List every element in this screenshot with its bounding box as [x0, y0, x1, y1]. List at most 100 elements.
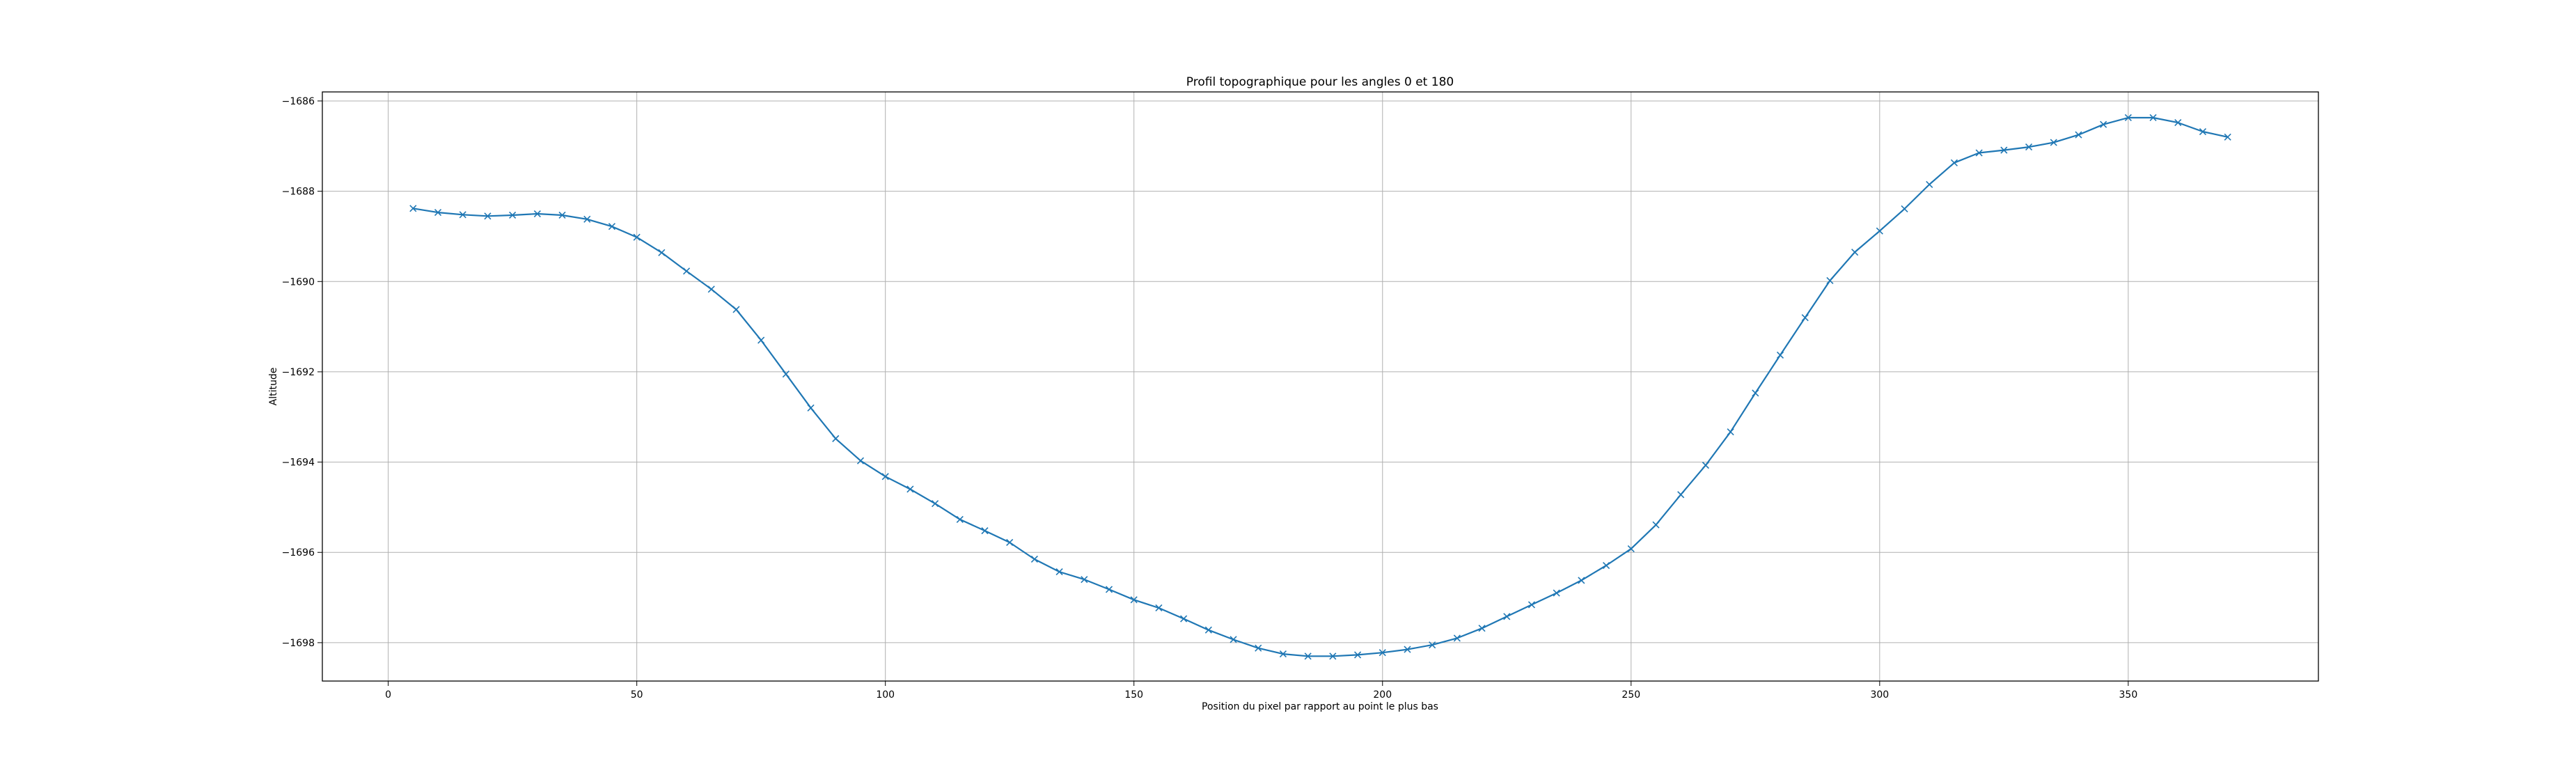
data-point-marker [409, 205, 417, 212]
data-point-marker [732, 306, 740, 313]
data-point-marker [1279, 650, 1287, 658]
data-point-marker [1776, 351, 1784, 359]
y-tick-label: −1688 [282, 187, 315, 198]
data-point-marker [2124, 114, 2132, 122]
data-point-marker [1702, 462, 1709, 469]
y-axis-label: Altitude [268, 368, 279, 406]
data-point-marker [2174, 119, 2182, 127]
data-point-marker [807, 404, 815, 412]
chart-title: Profil topographique pour les angles 0 e… [1186, 75, 1454, 89]
data-point-marker [1975, 149, 1983, 157]
y-tick-label: −1690 [282, 276, 315, 288]
data-point-marker [1503, 613, 1511, 620]
series-layer [409, 114, 2231, 660]
data-point-marker [1329, 652, 1337, 660]
y-axis-ticks: −1698 −1696 −1694 −1692 −1690 −1688 −1686 [282, 96, 322, 649]
x-axis-label: Position du pixel par rapport au point l… [1202, 701, 1438, 712]
data-point-marker [2000, 146, 2008, 154]
x-tick-label: 250 [1621, 689, 1640, 701]
data-point-marker [484, 212, 492, 220]
data-point-marker [1081, 576, 1088, 584]
data-point-marker [1030, 555, 1038, 563]
data-point-marker [1055, 568, 1063, 576]
series-line [413, 116, 2228, 657]
data-point-marker [1453, 634, 1461, 642]
data-point-marker [1901, 205, 1908, 212]
data-point-marker [2075, 131, 2082, 139]
data-point-marker [558, 211, 566, 219]
data-point-marker [1105, 586, 1113, 593]
data-point-marker [459, 211, 466, 219]
y-tick-label: −1698 [282, 638, 315, 649]
data-point-marker [856, 457, 865, 464]
data-point-marker [1652, 521, 1660, 529]
data-point-marker [1851, 249, 1859, 256]
data-point-marker [509, 211, 517, 219]
y-tick-label: −1696 [282, 547, 315, 558]
data-point-marker [608, 223, 616, 230]
y-tick-label: −1692 [282, 367, 315, 378]
data-point-marker [832, 435, 840, 442]
x-tick-label: 150 [1124, 689, 1143, 701]
data-point-marker [533, 210, 541, 218]
data-point-marker [1677, 491, 1685, 499]
data-point-marker [2050, 139, 2057, 146]
data-point-marker [782, 370, 790, 378]
data-point-marker [1826, 276, 1834, 285]
data-point-marker [1255, 644, 1262, 652]
data-point-marker [1478, 625, 1486, 632]
x-tick-label: 50 [631, 689, 643, 701]
data-point-marker [1527, 601, 1536, 609]
data-point-marker [1304, 652, 1312, 660]
data-point-marker [1353, 651, 1362, 659]
data-point-marker [1379, 649, 1386, 657]
data-point-marker [1752, 389, 1759, 397]
data-point-marker [1204, 626, 1212, 634]
data-point-marker [2100, 120, 2107, 128]
data-point-marker [981, 527, 989, 535]
data-point-marker [1404, 646, 1411, 653]
data-point-marker [1603, 561, 1610, 570]
data-point-marker [1727, 428, 1734, 436]
data-point-marker [956, 515, 964, 523]
x-tick-label: 350 [2119, 689, 2138, 701]
data-point-marker [1130, 596, 1138, 604]
data-point-marker [1950, 159, 1958, 166]
data-point-marker [1155, 604, 1163, 612]
data-point-marker [1926, 180, 1933, 188]
x-tick-label: 0 [385, 689, 391, 701]
data-point-marker [2224, 133, 2231, 141]
data-point-marker [633, 233, 641, 241]
data-point-marker [1876, 227, 1883, 235]
data-point-marker [1578, 577, 1585, 584]
data-point-marker [707, 286, 715, 293]
data-point-marker [906, 485, 914, 493]
data-point-marker [1429, 641, 1436, 649]
data-point-marker [1553, 589, 1560, 597]
data-point-marker [2149, 114, 2157, 122]
y-tick-label: −1686 [282, 96, 315, 107]
data-point-marker [1230, 636, 1237, 643]
x-tick-label: 100 [876, 689, 895, 701]
data-point-marker [682, 267, 691, 275]
data-point-marker [932, 500, 939, 508]
y-tick-label: −1694 [282, 458, 315, 469]
data-point-marker [2199, 127, 2207, 136]
plot-frame [322, 91, 2319, 682]
data-point-marker [1627, 545, 1635, 553]
data-point-marker [881, 473, 889, 480]
data-point-marker [434, 209, 442, 217]
data-point-marker [1801, 314, 1809, 322]
x-axis-ticks: 0 50 100 150 200 250 300 350 [385, 681, 2137, 701]
data-point-marker [757, 336, 765, 344]
x-tick-label: 300 [1870, 689, 1889, 701]
x-tick-label: 200 [1373, 689, 1392, 701]
data-point-marker [1006, 538, 1014, 547]
data-point-marker [583, 215, 591, 223]
data-point-marker [658, 249, 666, 256]
plot-area-background [322, 92, 2318, 681]
grid-lines [322, 92, 2318, 681]
data-point-marker [1180, 615, 1188, 623]
data-point-marker [2025, 143, 2033, 151]
